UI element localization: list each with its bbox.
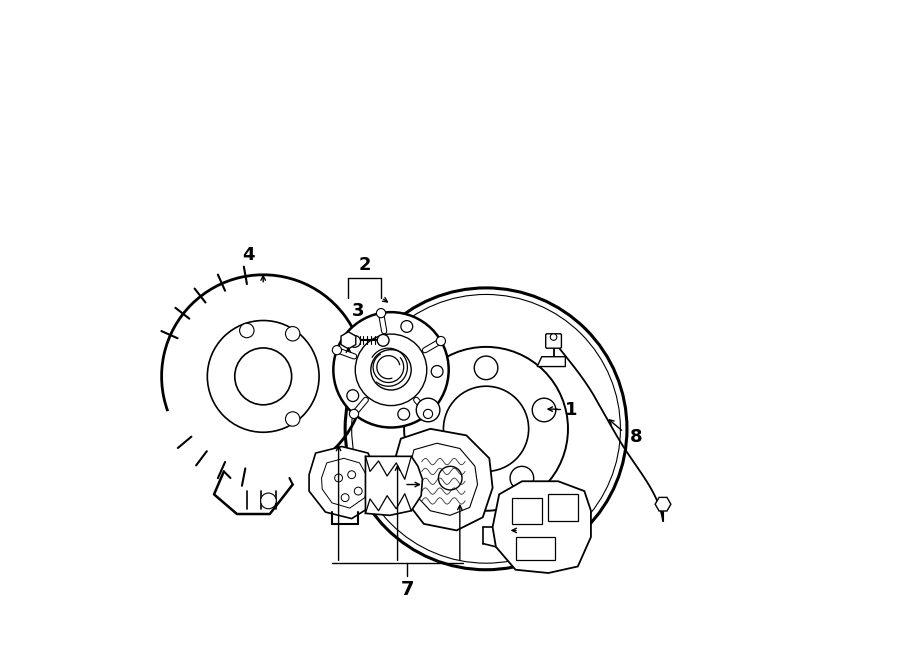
Polygon shape — [321, 458, 369, 508]
Circle shape — [444, 386, 528, 471]
Circle shape — [346, 390, 359, 401]
Circle shape — [348, 336, 361, 347]
Text: 5: 5 — [516, 543, 528, 561]
Circle shape — [261, 493, 276, 509]
Circle shape — [345, 288, 627, 570]
Polygon shape — [341, 332, 356, 349]
Circle shape — [285, 327, 300, 341]
Circle shape — [510, 466, 534, 490]
Circle shape — [423, 409, 433, 418]
Polygon shape — [512, 498, 542, 524]
Polygon shape — [492, 481, 591, 573]
Polygon shape — [548, 494, 578, 521]
Polygon shape — [365, 456, 422, 516]
Circle shape — [377, 334, 389, 346]
Circle shape — [352, 294, 620, 563]
Text: 4: 4 — [242, 246, 255, 264]
Circle shape — [207, 321, 320, 432]
Circle shape — [356, 334, 427, 406]
Circle shape — [404, 347, 568, 511]
Circle shape — [332, 346, 341, 355]
Polygon shape — [309, 447, 379, 519]
Circle shape — [333, 312, 449, 428]
FancyBboxPatch shape — [545, 334, 562, 348]
Polygon shape — [655, 497, 670, 511]
Circle shape — [376, 309, 385, 318]
Circle shape — [355, 487, 362, 495]
Circle shape — [349, 409, 358, 418]
Circle shape — [347, 471, 356, 479]
Circle shape — [438, 466, 462, 490]
Polygon shape — [516, 537, 555, 560]
Circle shape — [417, 398, 440, 422]
Text: 8: 8 — [630, 428, 643, 446]
Polygon shape — [410, 444, 478, 516]
Circle shape — [341, 494, 349, 502]
Circle shape — [474, 356, 498, 379]
Text: 6: 6 — [385, 475, 398, 494]
Circle shape — [398, 408, 410, 420]
Text: 2: 2 — [358, 256, 371, 274]
Circle shape — [431, 366, 443, 377]
Circle shape — [239, 323, 254, 338]
Circle shape — [550, 334, 557, 340]
Circle shape — [371, 350, 411, 390]
Polygon shape — [537, 357, 565, 367]
Circle shape — [532, 398, 556, 422]
Polygon shape — [394, 429, 492, 530]
Circle shape — [400, 321, 413, 332]
Circle shape — [285, 412, 300, 426]
Circle shape — [436, 336, 446, 346]
Text: 1: 1 — [564, 401, 577, 420]
Circle shape — [335, 474, 343, 482]
Text: 7: 7 — [400, 580, 414, 599]
Text: 3: 3 — [352, 302, 365, 320]
Circle shape — [235, 348, 292, 405]
